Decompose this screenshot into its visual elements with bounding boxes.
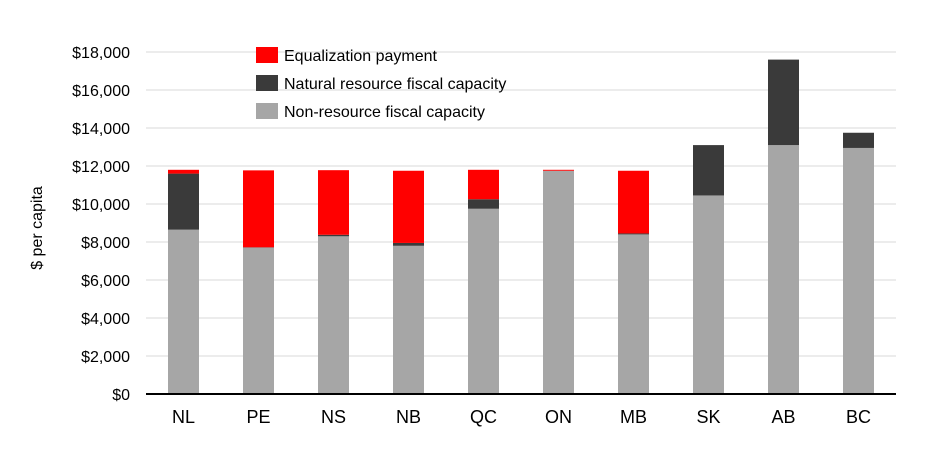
bar-segment xyxy=(768,59,799,146)
bar-segment xyxy=(318,170,349,235)
bars xyxy=(168,59,874,394)
y-tick-label: $6,000 xyxy=(81,273,130,290)
bar-segment xyxy=(468,199,499,209)
x-tick-label: PE xyxy=(246,407,270,427)
y-tick-label: $16,000 xyxy=(72,83,130,100)
x-tick-label: NS xyxy=(321,407,346,427)
bar-segment xyxy=(393,245,424,394)
legend-swatch xyxy=(256,75,278,91)
y-tick-label: $8,000 xyxy=(81,235,130,252)
x-tick-label: AB xyxy=(771,407,795,427)
legend-label: Natural resource fiscal capacity xyxy=(284,76,506,93)
bar-segment xyxy=(543,169,574,171)
legend-label: Equalization payment xyxy=(284,48,438,65)
x-tick-label: QC xyxy=(470,407,497,427)
bar-segment xyxy=(243,247,274,394)
x-tick-label: ON xyxy=(545,407,572,427)
legend: Equalization payment Natural resource fis… xyxy=(256,47,506,121)
bar-segment xyxy=(168,173,199,230)
x-tick-label: MB xyxy=(620,407,647,427)
bar-segment xyxy=(843,147,874,394)
bar-segment xyxy=(393,170,424,243)
legend-swatch xyxy=(256,103,278,119)
y-axis-title: $ per capita xyxy=(29,186,46,270)
y-tick-label: $14,000 xyxy=(72,121,130,138)
bar-segment xyxy=(318,236,349,394)
bar-segment xyxy=(693,145,724,196)
y-tick-label: $10,000 xyxy=(72,197,130,214)
bar-segment xyxy=(843,132,874,148)
bar-segment xyxy=(318,234,349,237)
legend-swatch xyxy=(256,47,278,63)
y-tick-label: $2,000 xyxy=(81,349,130,366)
bar-segment xyxy=(468,208,499,394)
bar-segment xyxy=(768,145,799,394)
bar-segment xyxy=(393,242,424,246)
bar-segment xyxy=(468,169,499,200)
bar-segment xyxy=(168,169,199,174)
bar-segment xyxy=(543,170,574,394)
bar-segment xyxy=(618,233,649,235)
bar-segment xyxy=(693,195,724,394)
x-tick-label: SK xyxy=(696,407,720,427)
legend-label: Non-resource fiscal capacity xyxy=(284,104,485,121)
bar-segment xyxy=(168,229,199,394)
x-tick-label: NL xyxy=(172,407,195,427)
bar-segment xyxy=(618,170,649,234)
bar-segment xyxy=(618,234,649,394)
y-tick-label: $12,000 xyxy=(72,159,130,176)
axes: $0 $2,000 $4,000 $6,000 $8,000 $10,000 $12,000… xyxy=(72,45,896,427)
y-tick-label: $0 xyxy=(112,387,130,404)
bar-segment xyxy=(243,170,274,248)
y-tick-label: $4,000 xyxy=(81,311,130,328)
x-tick-label: NB xyxy=(396,407,421,427)
x-tick-label: BC xyxy=(846,407,871,427)
y-tick-label: $18,000 xyxy=(72,45,130,62)
